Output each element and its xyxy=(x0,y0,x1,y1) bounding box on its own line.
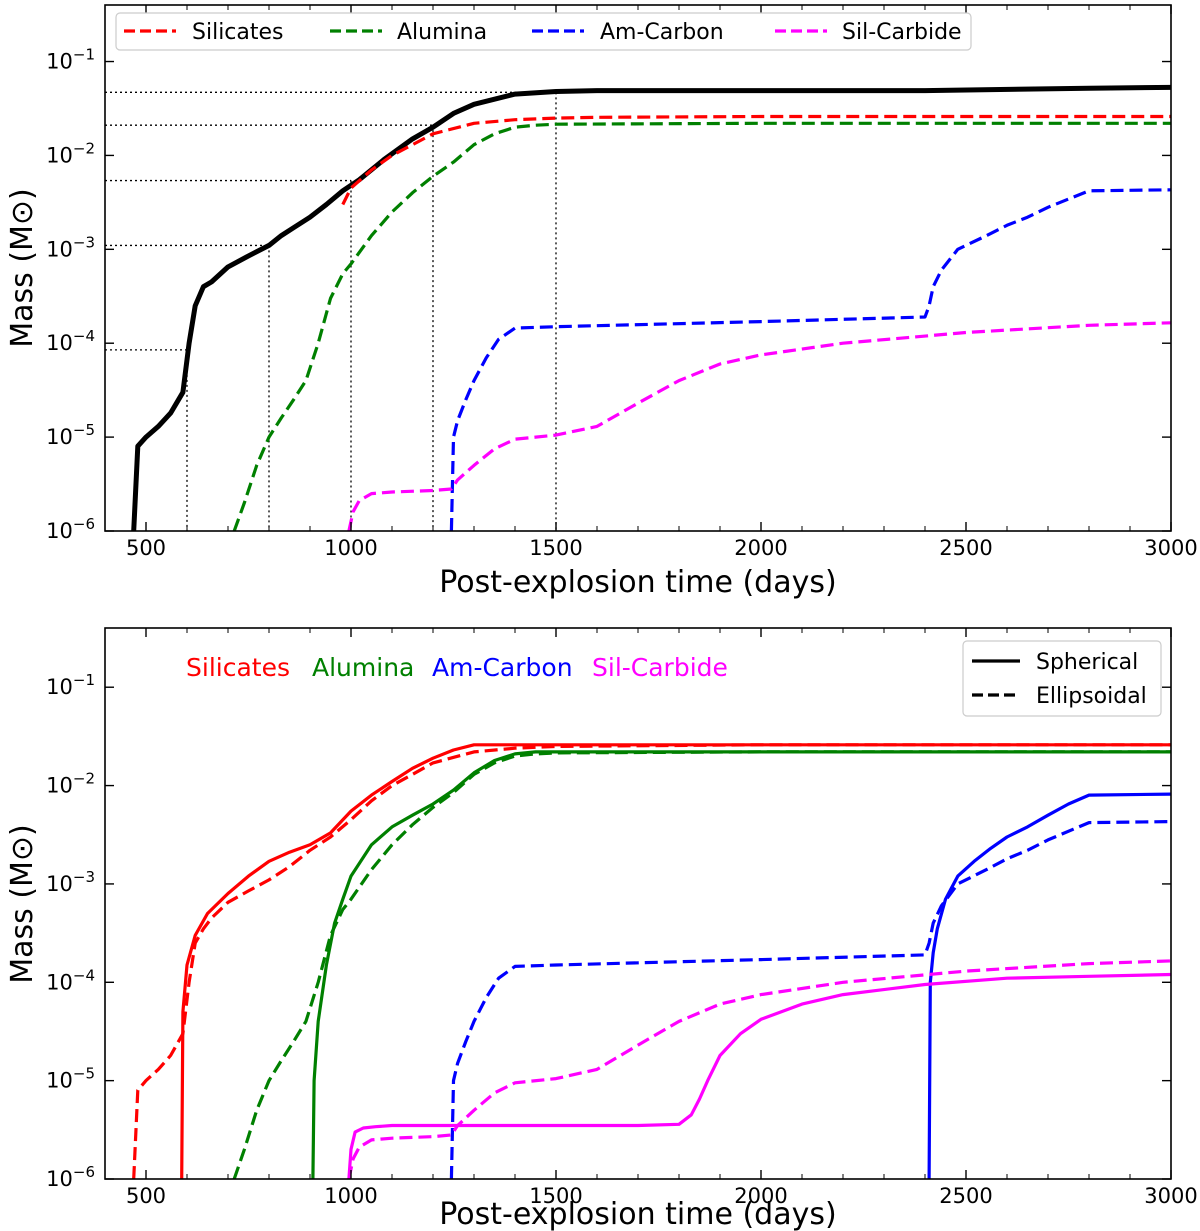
x-tick-label-1500: 1500 xyxy=(529,1184,582,1208)
y-tick-label: 10−4 xyxy=(46,327,95,355)
y-tick-label: 10−3 xyxy=(46,233,95,261)
series-layer xyxy=(131,84,1171,531)
series-line-am-carbon-dashed xyxy=(449,820,1171,1179)
legend-label-spherical: Spherical xyxy=(1036,650,1138,675)
series-line-alumina-dashed xyxy=(232,121,1171,531)
x-tick-label-2000: 2000 xyxy=(734,1184,787,1208)
top-panel: 500 1000 1500 2000 2500 3000 10−6 10−5 10−4 10−3 1… xyxy=(5,4,1198,600)
series-line-am-carbon-dashed xyxy=(449,188,1171,531)
y-tick-label: 10−1 xyxy=(46,46,95,74)
x-tick-label-1000: 1000 xyxy=(324,536,377,560)
legend-label-ellipsoidal: Ellipsoidal xyxy=(1036,684,1147,709)
legend-label-alumina: Alumina xyxy=(397,20,487,45)
series-line-silicates-solid xyxy=(180,743,1171,1179)
series-line-silicates-dashed xyxy=(341,114,1171,206)
tick-layer: 500 1000 1500 2000 2500 3000 10−6 10−5 10−4 10−3 1… xyxy=(46,628,1198,1208)
plot-frame xyxy=(104,4,1172,532)
x-tick-label-1000: 1000 xyxy=(324,1184,377,1208)
x-tick-label-2000: 2000 xyxy=(734,536,787,560)
y-tick-label: 10−1 xyxy=(46,671,95,699)
legend-box xyxy=(115,12,972,51)
x-axis-label: Post-explosion time (days) xyxy=(439,1197,836,1231)
series-line-total-solid xyxy=(131,84,1171,531)
x-tick-label-3000: 3000 xyxy=(1144,1184,1197,1208)
x-tick-label-500: 500 xyxy=(126,536,166,560)
y-tick-label: 10−2 xyxy=(46,139,95,167)
series-line-alumina-dashed xyxy=(232,750,1171,1179)
legend: Silicates Alumina Am-Carbon Sil-Carbide xyxy=(115,12,972,51)
y-tick-label: 10−2 xyxy=(46,770,95,798)
series-line-sil-carbide-dashed xyxy=(347,321,1171,531)
x-tick-label-500: 500 xyxy=(126,1184,166,1208)
series-line-sil-carbide-solid xyxy=(347,972,1171,1179)
y-tick-label: 10−3 xyxy=(46,868,95,896)
y-tick-label: 10−5 xyxy=(46,1065,95,1093)
series-line-sil-carbide-dashed xyxy=(347,959,1171,1179)
series-layer xyxy=(132,743,1171,1179)
legend: Spherical Ellipsoidal xyxy=(962,640,1162,717)
legend-label-sil-carbide: Sil-Carbide xyxy=(842,20,962,45)
series-line-silicates-dashed xyxy=(132,743,1171,1179)
series-label-silicates: Silicates xyxy=(186,653,290,682)
series-label-alumina: Alumina xyxy=(312,653,414,682)
series-label-sil-carbide: Sil-Carbide xyxy=(592,653,728,682)
series-label-am-carbon: Am-Carbon xyxy=(432,653,573,682)
y-axis-label: Mass (M⊙) xyxy=(5,824,40,984)
reference-lines xyxy=(105,91,557,531)
tick-layer: 500 1000 1500 2000 2500 3000 10−6 10−5 10−4 10−3 1… xyxy=(46,5,1198,560)
y-tick-label: 10−4 xyxy=(46,966,95,994)
x-tick-label-2500: 2500 xyxy=(939,536,992,560)
x-axis-label: Post-explosion time (days) xyxy=(439,565,836,600)
y-tick-label: 10−6 xyxy=(46,515,95,543)
legend-label-am-carbon: Am-Carbon xyxy=(600,20,724,45)
bottom-panel: 500 1000 1500 2000 2500 3000 10−6 10−5 10−4 10−3 1… xyxy=(5,627,1198,1231)
y-tick-label: 10−5 xyxy=(46,421,95,449)
y-tick-label: 10−6 xyxy=(46,1163,95,1191)
x-tick-label-1500: 1500 xyxy=(529,536,582,560)
legend-label-silicates: Silicates xyxy=(192,20,284,45)
series-line-am-carbon-solid xyxy=(927,792,1171,1179)
x-tick-label-3000: 3000 xyxy=(1144,536,1197,560)
series-line-alumina-solid xyxy=(311,750,1171,1179)
x-tick-label-2500: 2500 xyxy=(939,1184,992,1208)
y-axis-label: Mass (M⊙) xyxy=(5,188,40,348)
